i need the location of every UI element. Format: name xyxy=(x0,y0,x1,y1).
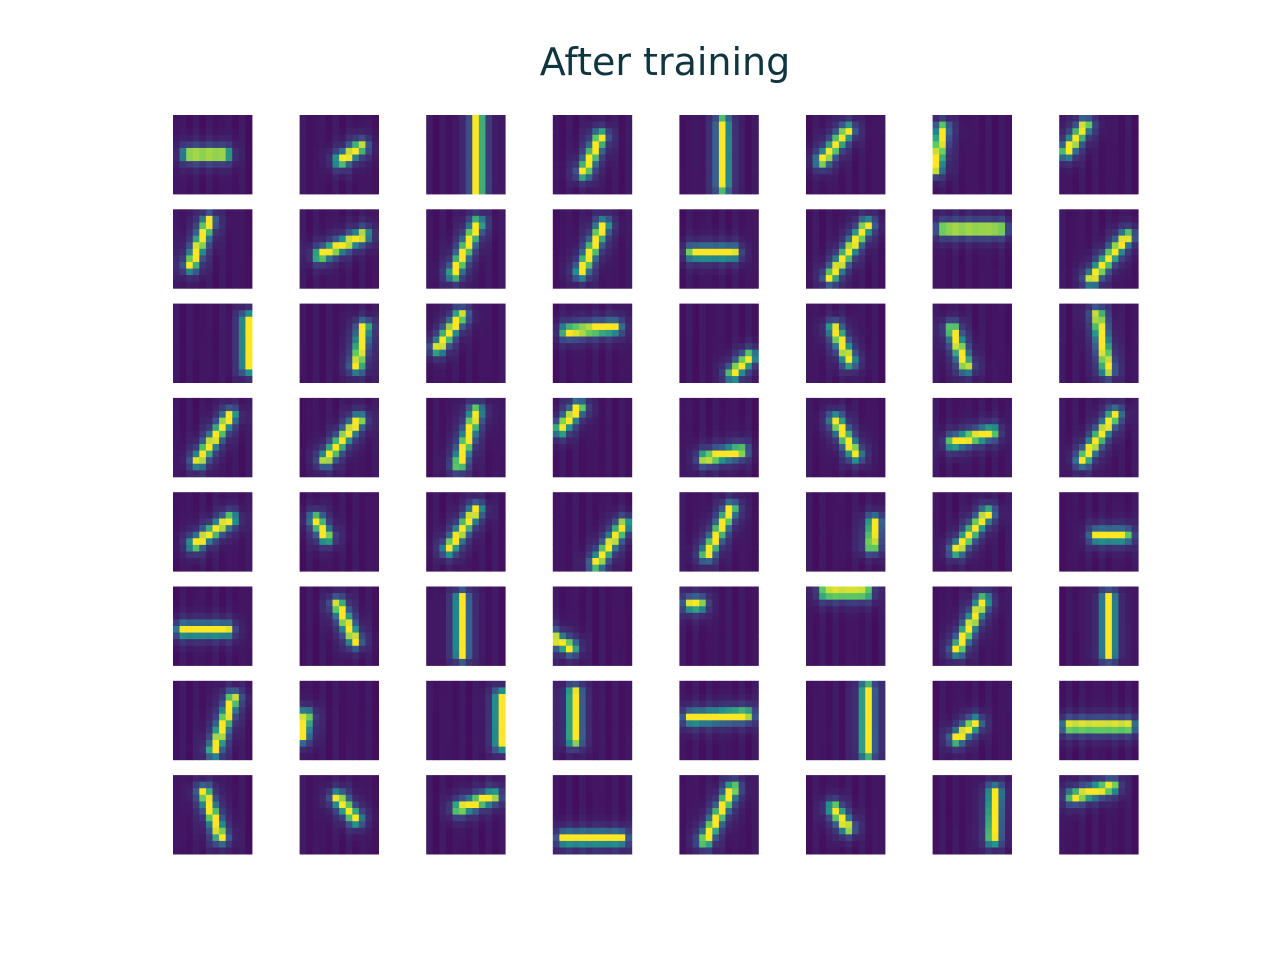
filter-tile xyxy=(1059,586,1139,666)
filter-tile xyxy=(552,303,633,383)
filter-tile xyxy=(426,397,506,478)
filter-tile xyxy=(299,492,379,572)
filter-tile xyxy=(679,586,759,666)
filter-tile xyxy=(173,303,253,383)
filter-tile xyxy=(679,492,759,572)
filter-tile xyxy=(1059,680,1139,761)
filter-tile xyxy=(806,397,886,478)
filter-tile xyxy=(426,115,506,195)
filter-tile xyxy=(806,303,886,383)
filter-tile xyxy=(679,397,759,478)
filter-tile xyxy=(1059,492,1139,572)
filter-tile xyxy=(932,115,1012,195)
filter-tile xyxy=(679,303,759,383)
filter-tile xyxy=(552,115,633,195)
filter-tile xyxy=(806,586,886,666)
filter-tile xyxy=(679,680,759,761)
filter-tile xyxy=(552,397,633,478)
filter-tile xyxy=(932,303,1012,383)
filter-tile xyxy=(173,586,253,666)
filter-tile xyxy=(426,209,506,289)
filter-tile xyxy=(552,680,633,761)
filter-tile xyxy=(1059,209,1139,289)
filter-tile xyxy=(806,209,886,289)
filter-tile xyxy=(173,492,253,572)
filter-tile xyxy=(299,115,379,195)
filter-tile xyxy=(1059,115,1139,195)
filter-tile xyxy=(426,775,506,855)
filter-tile xyxy=(806,775,886,855)
filter-tile xyxy=(1059,397,1139,478)
filter-tile xyxy=(299,775,379,855)
filter-tile xyxy=(1059,775,1139,855)
filter-tile xyxy=(806,680,886,761)
filter-tile xyxy=(806,492,886,572)
filter-tile xyxy=(932,680,1012,761)
filter-tile xyxy=(426,303,506,383)
filter-tile xyxy=(679,115,759,195)
filter-tile xyxy=(932,397,1012,478)
filter-tile xyxy=(426,492,506,572)
filter-tile xyxy=(552,492,633,572)
filter-tile xyxy=(299,303,379,383)
filter-tile xyxy=(1059,303,1139,383)
filter-tile xyxy=(679,775,759,855)
filter-tile xyxy=(173,397,253,478)
filter-tile xyxy=(552,209,633,289)
filter-tile xyxy=(932,775,1012,855)
filter-tile xyxy=(299,397,379,478)
filter-tile xyxy=(932,492,1012,572)
filter-tile xyxy=(552,775,633,855)
filter-tile xyxy=(426,680,506,761)
filter-tile xyxy=(552,586,633,666)
filter-tile xyxy=(299,680,379,761)
filter-tile xyxy=(173,115,253,195)
filter-tile xyxy=(932,586,1012,666)
chart-title: After training xyxy=(539,40,791,84)
filter-tile xyxy=(806,115,886,195)
filter-tile xyxy=(299,586,379,666)
filter-tile xyxy=(679,209,759,289)
filter-tile xyxy=(173,209,253,289)
filter-tile xyxy=(173,680,253,761)
filter-tile xyxy=(426,586,506,666)
filter-tile xyxy=(299,209,379,289)
filter-tile xyxy=(173,775,253,855)
filter-tile xyxy=(932,209,1012,289)
